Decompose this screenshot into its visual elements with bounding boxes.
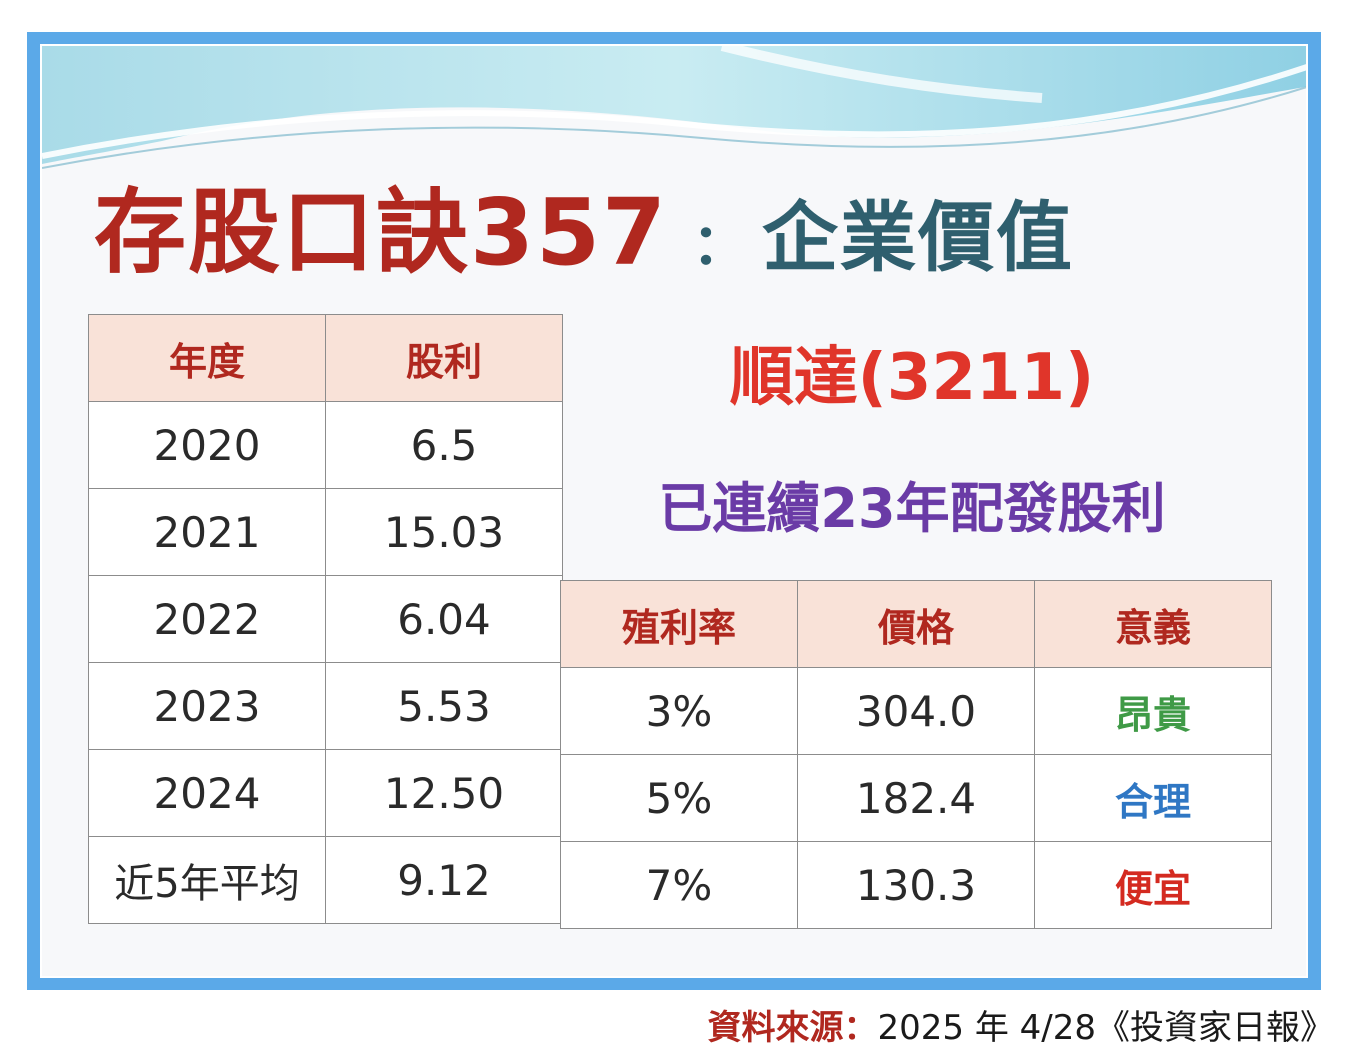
table-header-row: 殖利率 價格 意義 — [560, 580, 1272, 668]
price-cell: 304.0 — [797, 667, 1035, 755]
price-cell: 182.4 — [797, 754, 1035, 842]
yield-cell: 7% — [560, 841, 798, 929]
header-price: 價格 — [797, 580, 1035, 668]
source-label: 資料來源： — [707, 1008, 878, 1048]
table-row: 2024 12.50 — [88, 749, 563, 837]
year-cell: 2024 — [88, 749, 326, 837]
table-row: 2021 15.03 — [88, 488, 563, 576]
title-sub: 企業價值 — [762, 193, 1075, 282]
company-name: 順達(3211) — [729, 341, 1095, 415]
meaning-cell: 昂貴 — [1034, 667, 1272, 755]
meaning-cell: 合理 — [1034, 754, 1272, 842]
dividend-table: 年度 股利 2020 6.5 2021 15.03 2022 6.04 2023… — [88, 314, 563, 924]
dividend-cell: 6.5 — [325, 401, 563, 489]
year-cell: 2022 — [88, 575, 326, 663]
wave-decoration — [42, 46, 1306, 169]
average-label-cell: 近5年平均 — [88, 836, 326, 924]
table-row: 3% 304.0 昂貴 — [560, 667, 1272, 755]
header-dividend: 股利 — [325, 314, 563, 402]
dividend-streak: 已連續23年配發股利 — [658, 477, 1166, 540]
dividend-cell: 12.50 — [325, 749, 563, 837]
dividend-cell: 5.53 — [325, 662, 563, 750]
yield-cell: 3% — [560, 667, 798, 755]
year-cell: 2020 — [88, 401, 326, 489]
title-colon: ： — [692, 213, 749, 278]
header-meaning: 意義 — [1034, 580, 1272, 668]
meaning-cell: 便宜 — [1034, 841, 1272, 929]
source-value: 2025 年 4/28《投資家日報》 — [877, 1008, 1335, 1048]
dividend-cell: 15.03 — [325, 488, 563, 576]
title-main: 存股口訣357 — [94, 179, 669, 286]
price-cell: 130.3 — [797, 841, 1035, 929]
year-cell: 2023 — [88, 662, 326, 750]
header-yield: 殖利率 — [560, 580, 798, 668]
valuation-table: 殖利率 價格 意義 3% 304.0 昂貴 5% 182.4 合理 7% 130… — [560, 580, 1272, 929]
average-dividend-cell: 9.12 — [325, 836, 563, 924]
table-row: 2023 5.53 — [88, 662, 563, 750]
table-row: 7% 130.3 便宜 — [560, 841, 1272, 929]
dividend-cell: 6.04 — [325, 575, 563, 663]
table-row: 2020 6.5 — [88, 401, 563, 489]
page-title: 存股口訣357 ： 企業價值 — [94, 158, 1074, 288]
yield-cell: 5% — [560, 754, 798, 842]
year-cell: 2021 — [88, 488, 326, 576]
table-row: 5% 182.4 合理 — [560, 754, 1272, 842]
info-panel: 存股口訣357 ： 企業價值 年度 股利 2020 6.5 2021 15.03… — [40, 44, 1308, 978]
header-year: 年度 — [88, 314, 326, 402]
table-row: 2022 6.04 — [88, 575, 563, 663]
table-row-average: 近5年平均 9.12 — [88, 836, 563, 924]
source-caption: 資料來源：2025 年 4/28《投資家日報》 — [708, 1000, 1335, 1049]
table-header-row: 年度 股利 — [88, 314, 563, 402]
